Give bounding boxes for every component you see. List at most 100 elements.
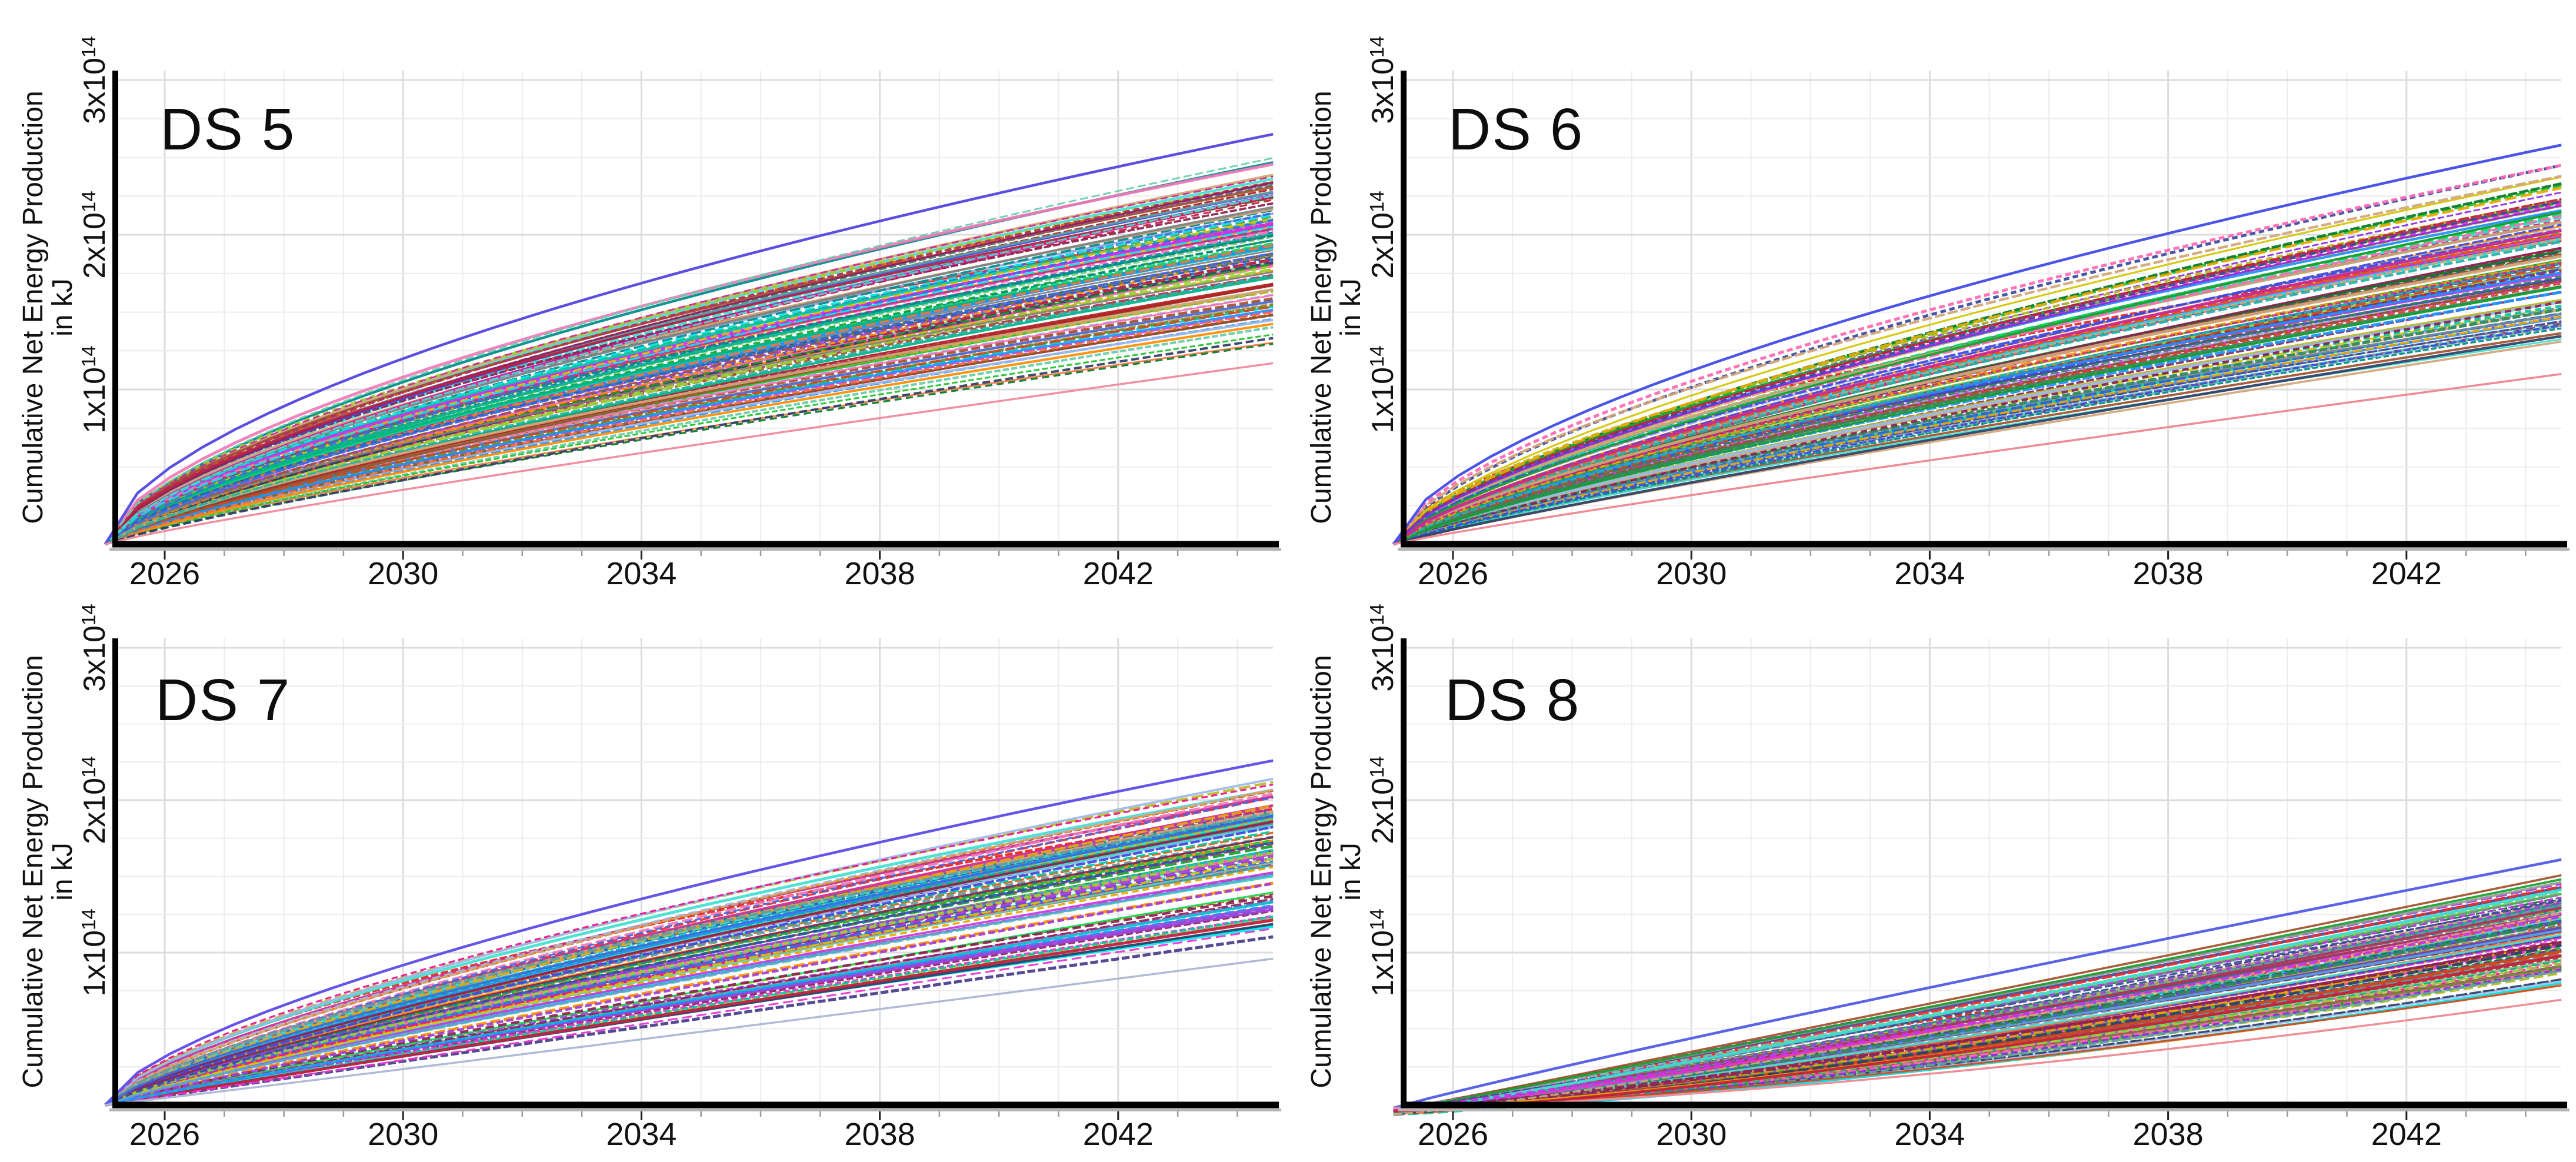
ensemble-run-line: [1392, 211, 2562, 545]
y-axis-label-line2: in kJ: [47, 843, 78, 901]
ensemble-run-line: [105, 957, 1274, 1106]
ensemble-run-line: [104, 242, 1274, 545]
ensemble-run-line: [104, 256, 1274, 545]
ensemble-run-line: [104, 305, 1274, 545]
ensemble-run-line: [105, 858, 1274, 1106]
ensemble-run-line: [105, 311, 1274, 545]
ensemble-run-line: [104, 214, 1274, 545]
ensemble-run-line: [1392, 200, 2562, 545]
ensemble-run-line: [1392, 261, 2562, 545]
ensemble-run-line: [1392, 224, 2562, 545]
ensemble-run-line: [1393, 941, 2562, 1110]
y-tick-label: 2x1014: [1366, 191, 1400, 278]
y-tick-label: 3x1014: [1366, 36, 1400, 124]
y-tick-label: 2x1014: [1366, 756, 1400, 844]
x-tick-label: 2034: [606, 556, 677, 591]
ensemble-run-line: [104, 162, 1274, 545]
ensemble-run-line: [1393, 916, 2562, 1110]
ensemble-run-line: [1393, 915, 2562, 1110]
ensemble-run-line: [104, 308, 1274, 545]
ensemble-run-line: [1392, 240, 2562, 545]
x-tick-label: 2030: [1656, 1117, 1727, 1152]
ensemble-run-line: [104, 810, 1274, 1107]
ensemble-run-line: [105, 898, 1274, 1106]
ensemble-run-line: [1393, 982, 2562, 1113]
ensemble-run-line: [1392, 198, 2562, 545]
ensemble-run-line: [105, 333, 1274, 545]
y-axis-label-line2: in kJ: [47, 278, 78, 337]
ensemble-run-line: [104, 175, 1274, 545]
x-tick-label: 2038: [2133, 556, 2204, 591]
ensemble-run-line: [1392, 232, 2562, 545]
ensemble-run-line: [104, 271, 1274, 545]
ensemble-run-line: [104, 222, 1274, 545]
ensemble-run-line: [104, 318, 1274, 545]
ensemble-run-line: [104, 132, 1274, 545]
y-axis-label-line2: in kJ: [1335, 843, 1367, 901]
ensemble-lines-ds8: [1393, 858, 2562, 1116]
ensemble-run-line: [104, 815, 1274, 1106]
y-tick-label: 1x1014: [1366, 345, 1400, 433]
ensemble-run-line: [105, 882, 1274, 1107]
ensemble-run-line: [104, 812, 1274, 1106]
x-tick-label: 2030: [368, 1117, 438, 1152]
ensemble-run-line: [105, 305, 1274, 545]
x-tick-label: 2034: [1894, 1117, 1965, 1152]
ensemble-run-line: [1393, 984, 2562, 1109]
x-tick-label: 2042: [2371, 556, 2442, 591]
ensemble-run-line: [105, 900, 1274, 1106]
ensemble-run-line: [1392, 308, 2562, 546]
ensemble-run-line: [1393, 969, 2562, 1114]
ensemble-run-line: [105, 836, 1274, 1106]
x-tick-label: 2026: [1418, 1117, 1488, 1152]
ensemble-run-line: [1392, 144, 2562, 545]
ensemble-run-line: [1392, 187, 2562, 545]
x-tick-label: 2026: [129, 556, 200, 591]
ensemble-run-line: [1393, 327, 2562, 545]
x-tick-label: 2038: [845, 1117, 915, 1152]
y-axis-label-line1: Cumulative Net Energy Production: [1306, 655, 1337, 1088]
panel-title-ds6: DS 6: [1448, 96, 1584, 162]
y-tick-label: 1x1014: [1366, 908, 1400, 996]
chart-panel-ds7: 2026 2030 2034 2038 2042 1x1014 2x1014 3x1014 Cu…: [18, 604, 1281, 1152]
axes-ds5: [109, 71, 1281, 560]
ensemble-run-line: [104, 788, 1274, 1106]
x-tick-label: 2026: [129, 1117, 200, 1152]
ensemble-run-line: [1393, 286, 2562, 545]
ensemble-run-line: [1393, 874, 2562, 1113]
ensemble-run-line: [1392, 279, 2562, 545]
ensemble-run-line: [1392, 205, 2562, 545]
ensemble-run-line: [1392, 271, 2562, 545]
ensemble-run-line: [105, 894, 1274, 1107]
ensemble-run-line: [105, 918, 1274, 1107]
panel-title-ds7: DS 7: [155, 667, 291, 733]
x-tick-label: 2042: [1083, 556, 1154, 591]
x-tick-label: 2026: [1418, 556, 1488, 591]
ensemble-run-line: [104, 839, 1274, 1106]
y-tick-label: 1x1014: [78, 345, 112, 433]
ensemble-run-line: [1393, 896, 2562, 1113]
x-tick-label: 2030: [368, 556, 438, 591]
ensemble-run-line: [104, 783, 1274, 1106]
ensemble-run-line: [104, 202, 1274, 545]
panel-title-ds8: DS 8: [1445, 667, 1581, 733]
ensemble-run-line: [104, 860, 1274, 1107]
ensemble-run-line: [1392, 175, 2562, 545]
ensemble-run-line: [104, 181, 1274, 545]
ensemble-run-line: [104, 274, 1274, 545]
ensemble-run-line: [104, 825, 1274, 1106]
ensemble-run-line: [104, 820, 1274, 1106]
y-axis-label-line2: in kJ: [1335, 278, 1367, 337]
ensemble-run-line: [105, 909, 1274, 1107]
ensemble-run-line: [1392, 304, 2562, 546]
ensemble-run-line: [104, 239, 1274, 545]
ensemble-lines-ds5: [104, 132, 1274, 546]
ensemble-run-line: [104, 265, 1274, 545]
ensemble-run-line: [1393, 315, 2562, 545]
ensemble-run-line: [1392, 237, 2562, 545]
ensemble-run-line: [1393, 324, 2562, 545]
ensemble-run-line: [1392, 301, 2562, 546]
chart-panel-ds6: 2026 2030 2034 2038 2042 1x1014 2x1014 3x1014 Cu…: [1306, 36, 2570, 591]
